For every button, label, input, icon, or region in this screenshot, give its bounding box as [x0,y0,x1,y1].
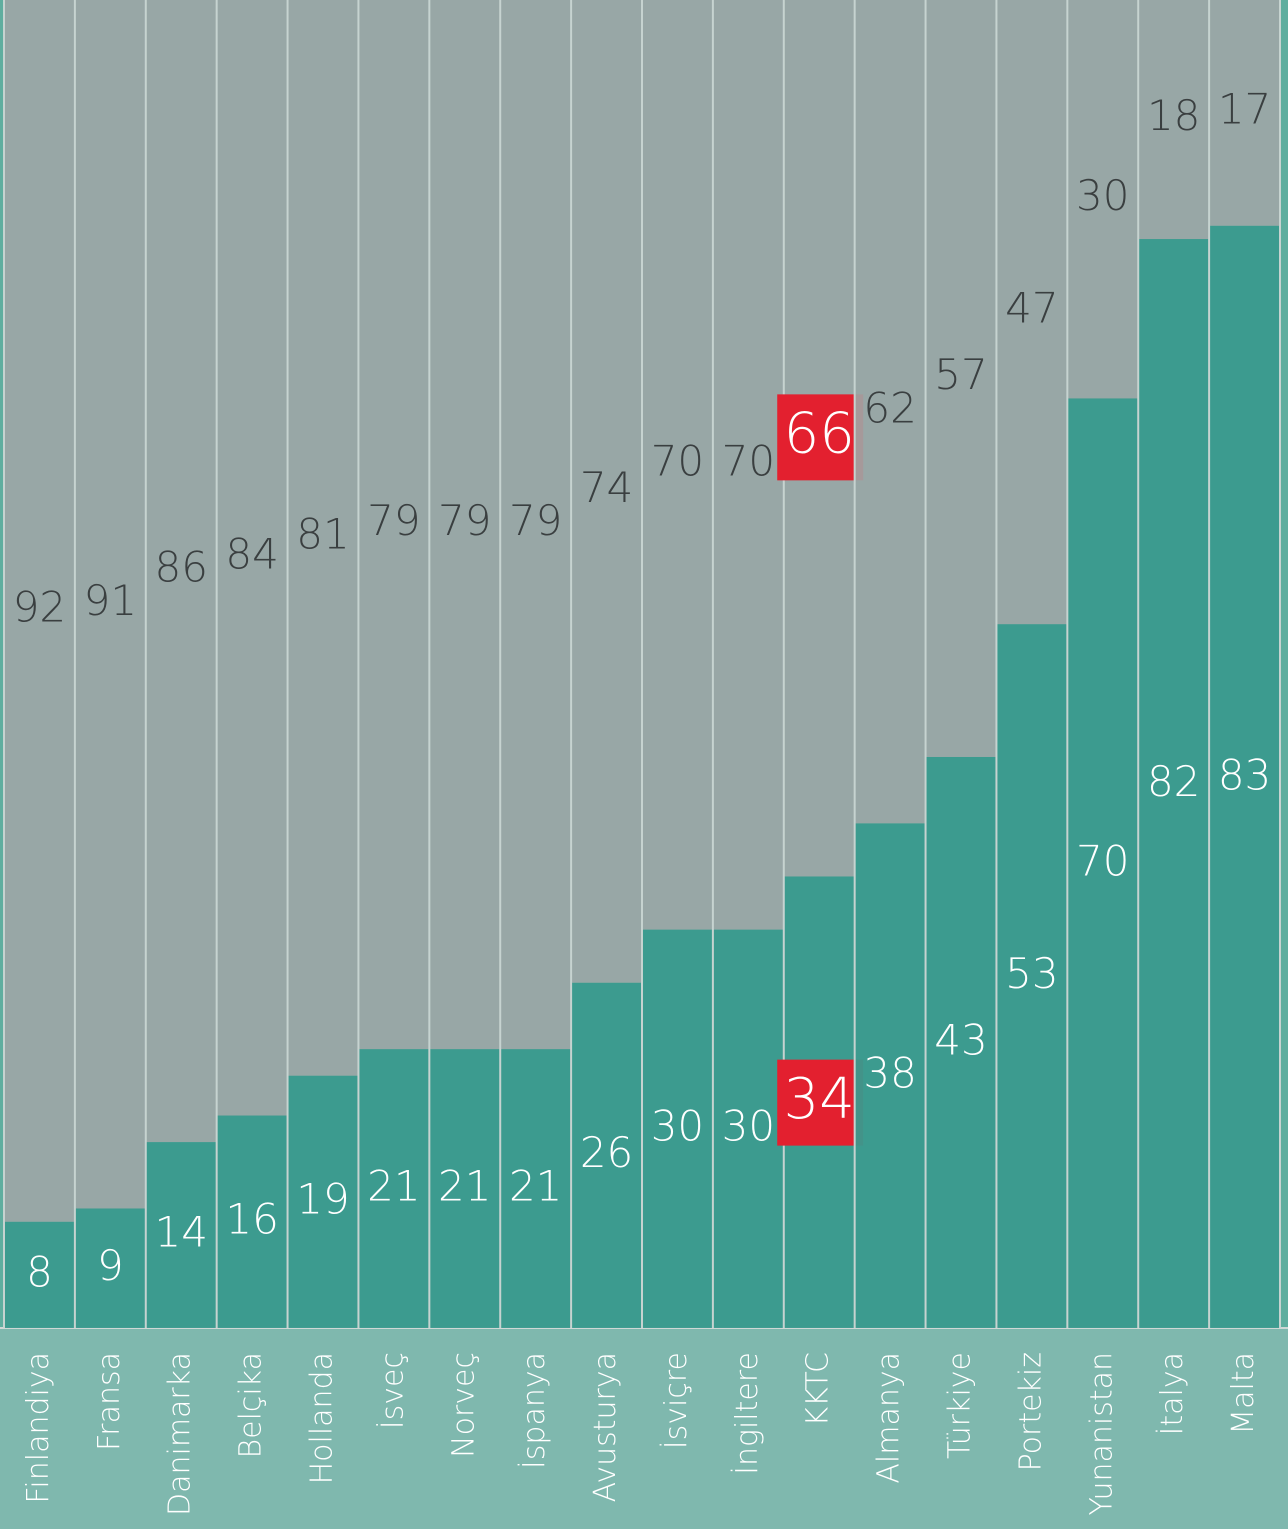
value-label: 79 [509,496,562,545]
value-label: 47 [1005,284,1058,333]
bar-segment [358,1049,430,1328]
bar-segment [996,624,1068,1328]
bar-segment [145,1142,217,1328]
value-label: 43 [934,1015,987,1064]
bar-segment [854,0,926,824]
bar-segment [429,1049,501,1328]
bar-segment [1067,398,1139,1328]
value-label: 17 [1218,85,1271,134]
value-label: 53 [1005,949,1058,998]
x-tick-label: Portekiz [1013,1352,1048,1471]
value-label: 84 [225,529,278,578]
bar-segment [287,0,359,1076]
value-label: 57 [934,350,987,399]
bar-segment [216,0,288,1116]
x-tick-label: Finlandiya [21,1352,56,1504]
bar-segment [712,929,784,1328]
bar-segment [358,0,430,1050]
value-label: 79 [367,496,420,545]
x-tick-label: İspanya [517,1352,552,1469]
x-tick-label: Türkiye [943,1352,978,1459]
bar-segment [500,1049,572,1328]
value-label: 26 [580,1128,633,1177]
highlight-box [777,394,864,481]
bar-segment [1138,0,1210,240]
x-tick-label: Danimarka [163,1352,198,1516]
bar-segment [1067,0,1139,399]
value-label: 81 [296,509,349,558]
bar-segment [996,0,1068,625]
value-label: 66 [784,402,855,467]
bar-segment [145,0,217,1143]
x-tick-label: Almanya [872,1352,907,1484]
x-tick-label: Yunanistan [1084,1352,1119,1515]
value-label: 21 [438,1161,491,1210]
bar-segment [4,1221,75,1328]
bar-segment [4,0,75,1222]
bar-segment [1209,225,1280,1328]
value-label: 62 [863,383,916,432]
value-label: 30 [1076,171,1129,220]
bar-segment [500,0,572,1050]
x-tick-label: Avusturya [588,1352,623,1502]
bar-segment [712,0,784,930]
value-label: 18 [1147,91,1200,140]
bar-segment [1138,239,1210,1328]
value-label: 8 [26,1248,53,1297]
value-label: 9 [97,1241,124,1290]
bar-segment [925,0,997,757]
value-label: 70 [722,436,775,485]
x-tick-label: Norveç [446,1352,481,1458]
value-label: 91 [84,576,137,625]
label-band [0,1328,1288,1529]
bar-segment [429,0,501,1050]
x-tick-label: Belçika [234,1352,269,1459]
x-tick-label: İngiltere [730,1352,765,1475]
value-label: 34 [784,1067,855,1132]
bar-segment [854,823,926,1328]
bar-segment [571,982,642,1328]
value-label: 16 [225,1194,278,1243]
x-tick-label: KKTC [801,1352,836,1427]
x-tick-label: İsviçre [659,1352,694,1449]
value-label: 86 [154,543,207,592]
x-tick-label: İtalya [1155,1352,1190,1435]
bar-segment [74,0,146,1209]
bar-segment [571,0,642,983]
bar-segment [1209,0,1280,226]
value-label: 30 [722,1102,775,1151]
value-label: 92 [13,583,66,632]
bar-segment [642,929,713,1328]
highlight-box [777,1059,864,1146]
value-label: 30 [651,1102,704,1151]
x-tick-label: İsveç [375,1352,410,1429]
bar-segment [925,756,997,1328]
bar-segment [642,0,713,930]
value-label: 14 [154,1208,207,1257]
value-label: 83 [1218,750,1271,799]
value-label: 38 [863,1049,916,1098]
value-label: 79 [438,496,491,545]
value-label: 19 [296,1175,349,1224]
value-label: 21 [509,1161,562,1210]
bar-segment [74,1208,146,1328]
x-tick-label: Hollanda [305,1352,340,1484]
bar-segment [287,1075,359,1328]
value-label: 70 [651,436,704,485]
x-tick-label: Malta [1226,1352,1261,1435]
value-label: 74 [580,463,633,512]
value-label: 21 [367,1161,420,1210]
x-tick-label: Fransa [92,1352,127,1451]
value-label: 70 [1076,836,1129,885]
bar-segment [216,1115,288,1328]
value-label: 82 [1147,757,1200,806]
